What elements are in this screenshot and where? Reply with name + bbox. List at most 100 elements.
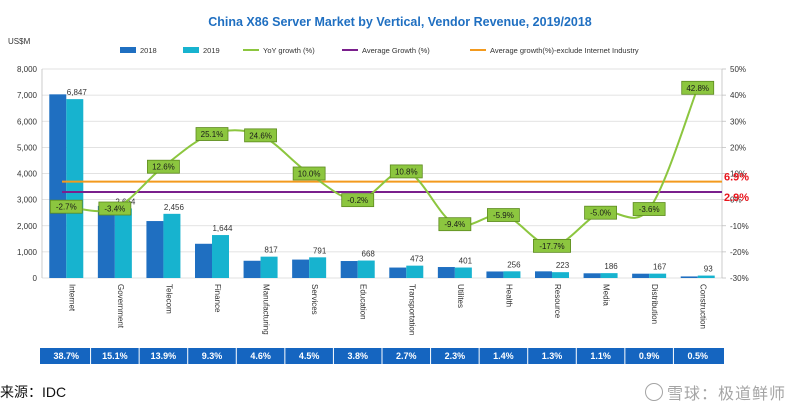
category-label: Health bbox=[504, 284, 513, 307]
market-share-value: 1.3% bbox=[542, 351, 563, 361]
y2-tick-label: 0% bbox=[730, 196, 742, 205]
yoy-point-label-box bbox=[244, 128, 277, 143]
y2-tick-label: 50% bbox=[730, 65, 746, 74]
average-lines: 6.9% 2.9% bbox=[62, 172, 749, 204]
y-tick-label: 6,000 bbox=[17, 117, 38, 126]
snowball-logo-icon bbox=[644, 383, 663, 401]
chart-title: China X86 Server Market by Vertical, Ven… bbox=[208, 15, 592, 29]
legend-average-growth-label: Average Growth (%) bbox=[362, 46, 430, 55]
category-label: Government bbox=[116, 284, 125, 329]
bar-2019 bbox=[697, 275, 715, 278]
yoy-point-label-box bbox=[98, 201, 132, 216]
category-label: Media bbox=[602, 284, 611, 306]
y2-tick-label: 20% bbox=[730, 143, 746, 152]
market-share-value: 4.6% bbox=[250, 351, 271, 361]
market-share-value: 13.9% bbox=[151, 351, 177, 361]
yoy-point-label-box bbox=[681, 80, 715, 95]
bar-2019 bbox=[406, 265, 424, 278]
legend-2019-swatch bbox=[183, 47, 199, 53]
yoy-point-label: 10.0% bbox=[298, 170, 321, 179]
yoy-point-label: 25.1% bbox=[201, 130, 224, 139]
yoy-point-label: -17.7% bbox=[539, 242, 564, 251]
bar-2019 bbox=[260, 256, 278, 278]
bar-value-label: 791 bbox=[313, 246, 327, 255]
market-share-value: 2.7% bbox=[396, 351, 417, 361]
category-label: Utilites bbox=[456, 284, 465, 308]
category-label: Resource bbox=[553, 284, 562, 319]
yoy-point-label-box bbox=[584, 205, 617, 220]
yoy-point-label-box bbox=[533, 238, 572, 253]
category-labels: Internet Government Telecom Finance Manufact… bbox=[67, 284, 707, 335]
bar-2019 bbox=[600, 273, 618, 278]
y-tick-label: 1,000 bbox=[17, 248, 38, 257]
yoy-point-label: -2.7% bbox=[56, 203, 77, 212]
bar-2018 bbox=[146, 221, 164, 278]
bar-2019 bbox=[114, 208, 132, 278]
market-share-value: 0.9% bbox=[639, 351, 660, 361]
bar-2018 bbox=[97, 205, 115, 278]
bar-value-label: 817 bbox=[264, 246, 278, 255]
yoy-point-label-box bbox=[341, 193, 375, 208]
category-label: Education bbox=[359, 284, 368, 320]
category-label: Manufacturing bbox=[262, 284, 271, 335]
market-share-value: 2.3% bbox=[445, 351, 466, 361]
y-tick-label: 3,000 bbox=[17, 196, 38, 205]
market-share-band: 38.7% 15.1% 13.9% 9.3% 4.6% 4.5% 3.8% 2.7% 2.3% 1… bbox=[40, 348, 724, 364]
bar-2018 bbox=[680, 276, 698, 278]
legend-2018-label: 2018 bbox=[140, 46, 157, 55]
yoy-point-label-box bbox=[147, 159, 180, 174]
market-share-value: 38.7% bbox=[54, 351, 80, 361]
y2-tick-label: -30% bbox=[730, 274, 749, 283]
bar-value-label: 167 bbox=[653, 263, 667, 272]
yoy-point-label: -9.4% bbox=[444, 220, 465, 229]
bar-value-label: 186 bbox=[604, 262, 618, 271]
bar-2018 bbox=[389, 267, 407, 278]
bar-2018 bbox=[195, 243, 212, 278]
bar-value-label: 6,847 bbox=[67, 88, 88, 97]
bar-2018 bbox=[632, 273, 650, 278]
yoy-point-label-box bbox=[487, 208, 520, 222]
yoy-growth-series: -2.7% -3.4% 12.6% 25.1% 24.6% 10.0% -0.2% 10.8%… bbox=[49, 80, 715, 253]
y2-tick-label: -20% bbox=[730, 248, 749, 257]
bar-value-label: 223 bbox=[556, 261, 570, 270]
bar-value-label: 668 bbox=[362, 250, 376, 259]
bar-2018 bbox=[535, 271, 552, 278]
y-tick-label: 0 bbox=[33, 274, 38, 283]
y-axis-unit-label: US$M bbox=[8, 37, 31, 46]
yoy-point-label: 12.6% bbox=[152, 163, 175, 172]
category-label: Construction bbox=[699, 284, 708, 329]
average-line-label: 2.9% bbox=[724, 192, 749, 204]
yoy-point-label-box bbox=[389, 164, 423, 179]
legend-2018-swatch bbox=[120, 47, 136, 53]
category-label: Transportation bbox=[407, 284, 416, 335]
bars bbox=[49, 94, 715, 278]
bar-value-label: 93 bbox=[704, 265, 713, 274]
yoy-point-label: -5.0% bbox=[590, 209, 611, 218]
y-axis-left: 0 1,000 2,000 3,000 4,000 5,000 6,000 7,000 8,00… bbox=[17, 65, 38, 283]
bar-2018 bbox=[340, 261, 358, 278]
bar-value-label: 473 bbox=[410, 255, 424, 264]
yoy-point-label-box bbox=[292, 166, 326, 181]
y2-tick-label: 40% bbox=[730, 91, 746, 100]
watermark: 雪球：极道鲜师 bbox=[644, 380, 786, 404]
bar-2018 bbox=[243, 260, 261, 278]
y-tick-label: 7,000 bbox=[17, 91, 38, 100]
category-label: Services bbox=[310, 284, 319, 315]
market-share-value: 15.1% bbox=[102, 351, 128, 361]
yoy-point-label: -3.4% bbox=[104, 205, 125, 214]
yoy-point-label: 24.6% bbox=[249, 131, 272, 140]
yoy-point-label: -0.2% bbox=[347, 196, 368, 205]
market-share-value: 3.8% bbox=[347, 351, 368, 361]
bar-2018 bbox=[583, 273, 601, 278]
watermark-text: 雪球：极道鲜师 bbox=[666, 386, 786, 403]
bar-value-label: 1,644 bbox=[212, 224, 233, 233]
yoy-point-label: 10.8% bbox=[395, 167, 418, 176]
bar-2019 bbox=[454, 267, 472, 278]
y-tick-label: 8,000 bbox=[17, 65, 38, 74]
category-label: Telecom bbox=[164, 284, 173, 314]
category-label: Finance bbox=[213, 284, 222, 313]
legend-2019-label: 2019 bbox=[203, 46, 220, 55]
bar-2019 bbox=[163, 213, 181, 278]
y2-tick-label: -10% bbox=[730, 222, 749, 231]
